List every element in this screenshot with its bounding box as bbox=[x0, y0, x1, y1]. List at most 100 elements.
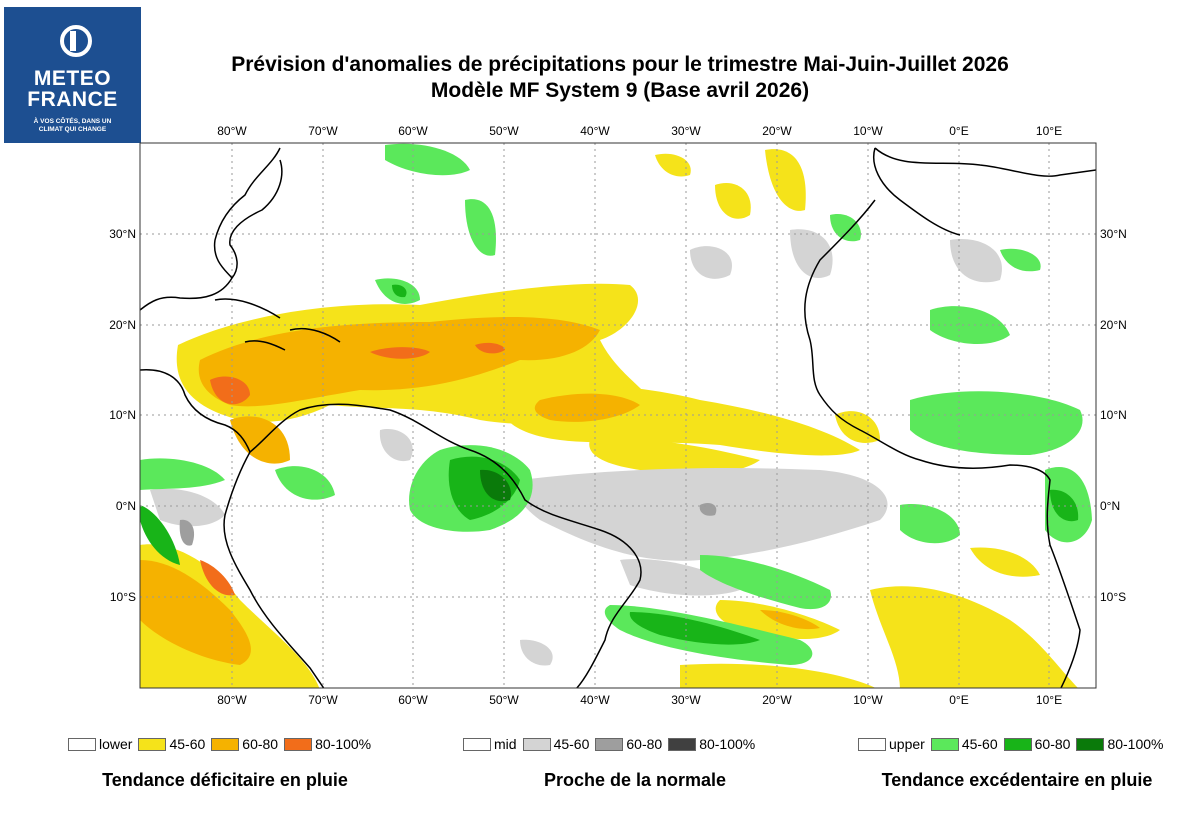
coastline-caribbean bbox=[214, 298, 341, 351]
normal-north-3 bbox=[950, 239, 1002, 283]
legend-swatch bbox=[1003, 737, 1032, 751]
normal-equatorial-band bbox=[516, 468, 888, 561]
normal-pacific-dark bbox=[179, 519, 195, 546]
deficit-southpacific-mid bbox=[140, 560, 251, 665]
lat-label: 10°S bbox=[1100, 590, 1126, 604]
lat-label: 30°N bbox=[109, 227, 136, 241]
legend-item: 60-80 bbox=[595, 736, 662, 752]
excess-north-3-strong bbox=[392, 284, 407, 298]
lon-label: 60°W bbox=[398, 693, 428, 707]
deficit-southatlantic-3 bbox=[680, 663, 876, 688]
legend-label: 60-80 bbox=[242, 736, 279, 752]
excess-amazon bbox=[275, 466, 335, 500]
lon-label: 20°W bbox=[762, 693, 792, 707]
logo-mark-icon bbox=[60, 25, 92, 57]
caption-upper: Tendance excédentaire en pluie bbox=[881, 770, 1153, 790]
legend-item: 60-80 bbox=[211, 736, 278, 752]
legend-label: 45-60 bbox=[553, 736, 590, 752]
lon-label: 80°W bbox=[217, 693, 247, 707]
legend-swatch bbox=[858, 737, 886, 751]
lat-label: 10°S bbox=[110, 590, 136, 604]
deficit-northeast-1 bbox=[655, 153, 691, 177]
logo-tagline-2: CLIMAT QUI CHANGE bbox=[38, 126, 107, 133]
lon-label: 30°W bbox=[671, 124, 701, 138]
map-title: Prévision d'anomalies de précipitations … bbox=[231, 53, 1009, 76]
lat-label: 10°N bbox=[1100, 408, 1127, 422]
logo-tagline-1: À VOS CÔTÉS, DANS UN bbox=[33, 118, 112, 125]
meteo-france-logo: METEO FRANCE À VOS CÔTÉS, DANS UN CLIMAT… bbox=[4, 7, 141, 143]
deficit-gulf-guinea bbox=[970, 547, 1040, 577]
legend-swatch bbox=[284, 737, 313, 751]
lat-labels-right: 30°N 20°N 10°N 0°N 10°S bbox=[1100, 227, 1127, 604]
legend-label: lower bbox=[99, 736, 133, 752]
legend-item: mid bbox=[463, 736, 517, 752]
deficit-southatlantic-2 bbox=[870, 586, 1079, 688]
excess-pacific bbox=[140, 458, 225, 490]
lon-label: 10°E bbox=[1036, 124, 1062, 138]
deficit-southatlantic-1-mid bbox=[760, 610, 820, 630]
legend-label: 80-100% bbox=[315, 736, 372, 752]
legend-label: 80-100% bbox=[699, 736, 756, 752]
deficit-band-north-strong-1 bbox=[370, 347, 430, 359]
excess-northeast bbox=[1000, 248, 1041, 272]
deficit-band-north-strong-3 bbox=[210, 376, 250, 405]
deficit-band-north-strong-2 bbox=[475, 342, 505, 354]
legend-swatch bbox=[138, 737, 167, 751]
excess-southatlantic-mid bbox=[629, 612, 760, 645]
legend-mid: mid 45-60 60-80 80-100% bbox=[463, 735, 761, 753]
map-subtitle: Modèle MF System 9 (Base avril 2026) bbox=[430, 79, 810, 102]
lon-label: 10°W bbox=[853, 124, 883, 138]
legend-item: 45-60 bbox=[930, 736, 998, 752]
normal-south-2 bbox=[520, 639, 553, 666]
lat-label: 30°N bbox=[1100, 227, 1127, 241]
normal-equatorial-dark bbox=[699, 503, 717, 516]
excess-west-africa bbox=[910, 391, 1083, 455]
excess-north-1 bbox=[385, 143, 470, 176]
deficit-band-north-mid bbox=[198, 316, 600, 407]
legend-swatch bbox=[930, 737, 959, 751]
lon-label: 60°W bbox=[398, 124, 428, 138]
normal-north-2 bbox=[790, 229, 833, 278]
lon-label: 20°W bbox=[762, 124, 792, 138]
legend-item: 45-60 bbox=[138, 736, 205, 752]
lat-label: 20°N bbox=[1100, 318, 1127, 332]
legend-upper: upper 45-60 60-80 80-100% bbox=[858, 735, 1169, 753]
lon-label: 70°W bbox=[308, 693, 338, 707]
legend-item: 45-60 bbox=[522, 736, 590, 752]
deficit-northeast-3 bbox=[765, 149, 806, 211]
logo-line1: METEO bbox=[33, 67, 112, 90]
legend-swatch bbox=[1076, 737, 1105, 751]
legend-item: 80-100% bbox=[668, 736, 755, 752]
deficit-equatorial bbox=[589, 438, 760, 475]
normal-south-atlantic bbox=[620, 559, 740, 596]
deficit-northeast-2 bbox=[715, 183, 751, 219]
logo-tagline: À VOS CÔTÉS, DANS UN CLIMAT QUI CHANGE bbox=[4, 118, 141, 134]
anomaly-fields bbox=[140, 143, 1092, 688]
lon-label: 0°E bbox=[949, 693, 968, 707]
legend-lower: lower 45-60 60-80 80-100% bbox=[68, 735, 377, 753]
coastline-north-america bbox=[140, 147, 283, 311]
legend-label: upper bbox=[889, 736, 925, 752]
lon-label: 80°W bbox=[217, 124, 247, 138]
normal-amazon bbox=[379, 429, 413, 462]
logo-line2: FRANCE bbox=[27, 88, 118, 111]
lat-label: 20°N bbox=[109, 318, 136, 332]
excess-gulf-guinea bbox=[900, 504, 960, 544]
lon-label: 30°W bbox=[671, 693, 701, 707]
legend-label: 80-100% bbox=[1107, 736, 1164, 752]
excess-guyana-strong bbox=[480, 469, 511, 502]
legend-item: 80-100% bbox=[1076, 736, 1163, 752]
lon-label: 10°W bbox=[853, 693, 883, 707]
caption-mid: Proche de la normale bbox=[543, 770, 727, 790]
excess-north-2 bbox=[465, 199, 496, 256]
coastline-south-america bbox=[223, 403, 642, 688]
legend-label: 60-80 bbox=[1034, 736, 1071, 752]
forecast-map: 80°W 70°W 60°W 50°W 40°W 30°W 20°W 10°W … bbox=[109, 124, 1127, 707]
lon-label: 10°E bbox=[1036, 693, 1062, 707]
lon-label: 50°W bbox=[489, 693, 519, 707]
lon-label: 70°W bbox=[308, 124, 338, 138]
excess-southatlantic-2 bbox=[700, 555, 831, 610]
legend-label: 45-60 bbox=[961, 736, 998, 752]
lon-label: 0°E bbox=[949, 124, 968, 138]
coastline-africa bbox=[804, 147, 1096, 688]
